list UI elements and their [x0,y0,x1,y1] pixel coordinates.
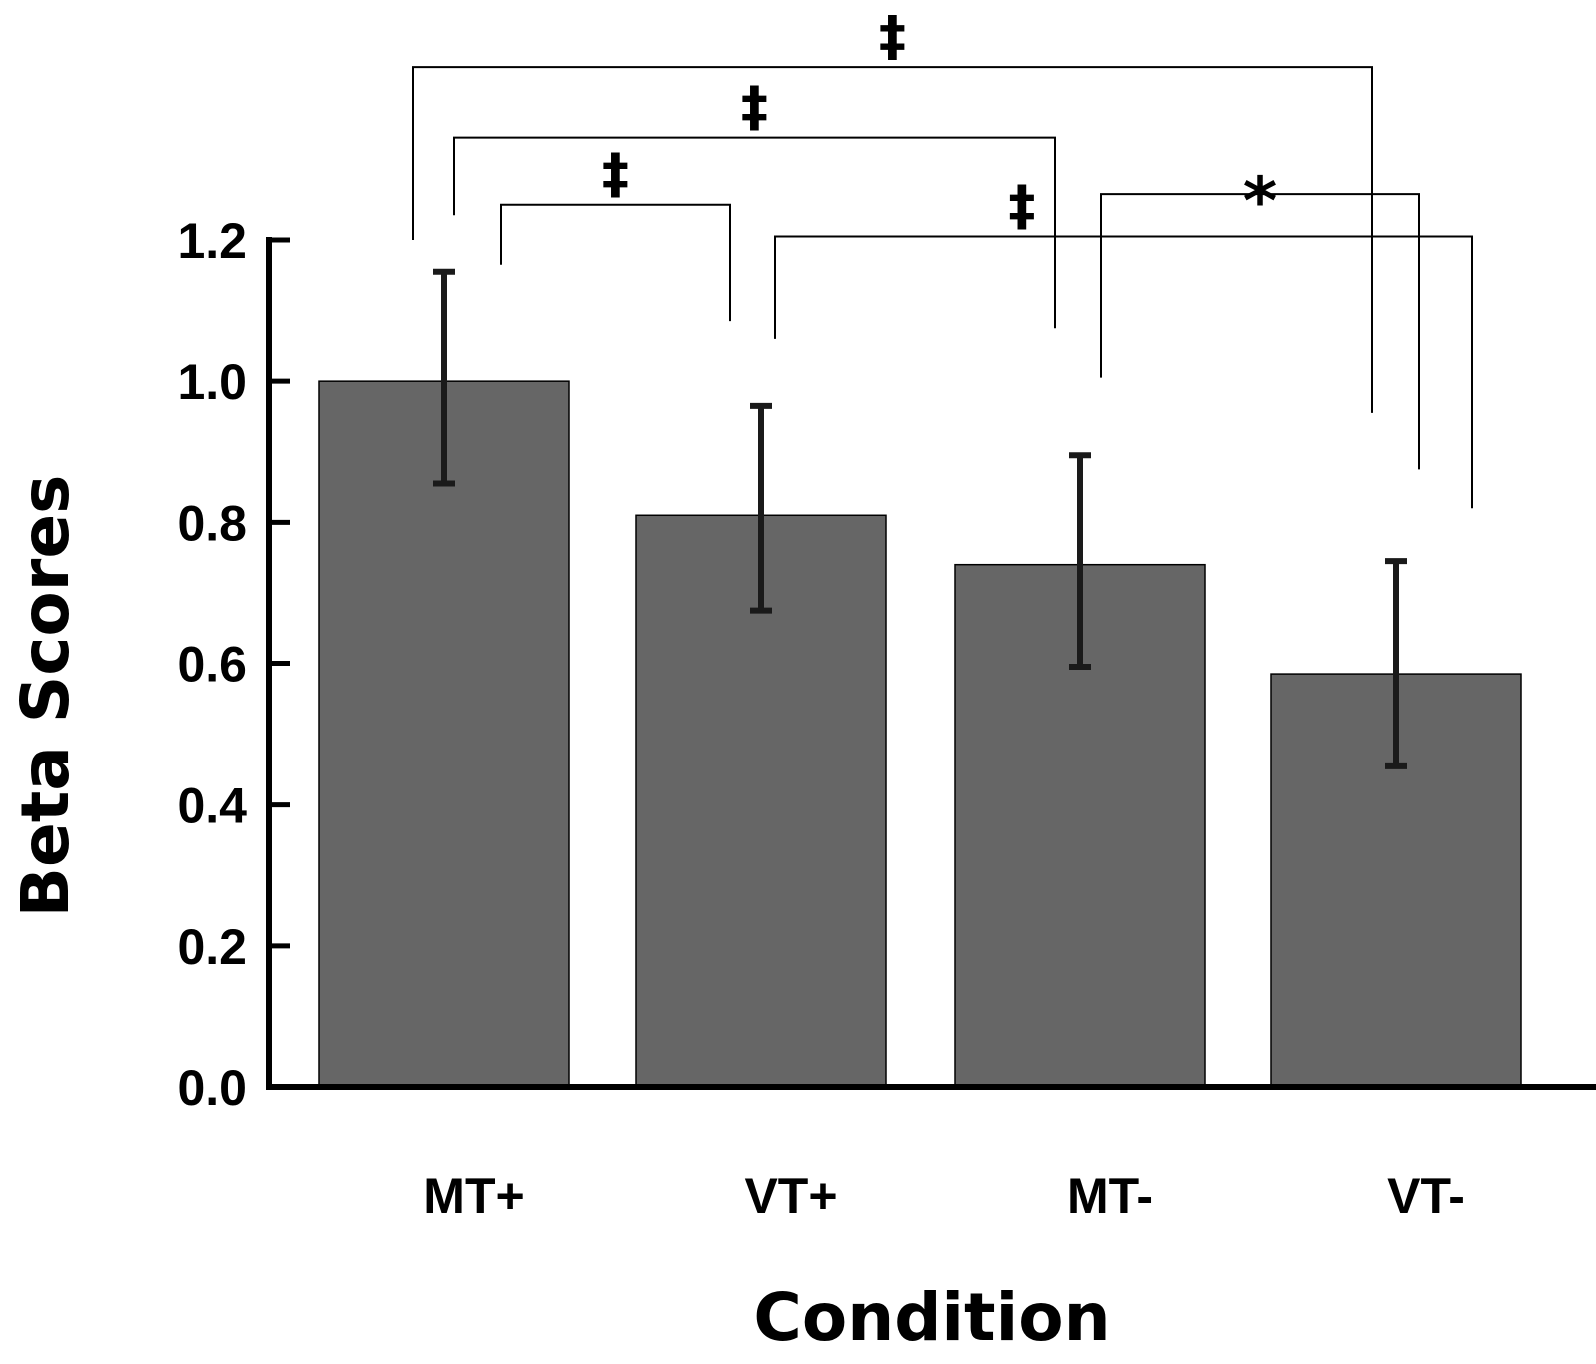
error-bar [433,268,455,487]
bracket-line [453,136,1056,329]
y-ticks-layer: 0.0 0.2 0.4 0.6 0.8 1.0 1.2 [177,213,290,1116]
bars-layer [318,380,1522,1088]
significance-bracket: ‡ [412,5,1373,413]
y-tick-label: 0.8 [177,495,247,551]
y-tick-label: 1.0 [177,354,247,410]
significance-bracket: * [1100,163,1420,470]
bar-mt-plus [318,380,570,1088]
y-tick-label: 0.6 [177,637,247,693]
significance-bracket: ‡ [500,143,731,322]
x-category-label: VT- [1387,1168,1465,1224]
x-category-label: MT+ [423,1168,524,1224]
bracket-line [774,235,1473,509]
y-tick-label: 0.0 [177,1060,247,1116]
bracket-line [412,66,1373,413]
y-axis-title: Beta Scores [7,475,84,918]
bracket-line [500,203,731,322]
category-labels-layer: MT+ VT+ MT- VT- [423,1168,1465,1224]
bracket-line [1100,193,1420,470]
significance-label: ‡ [879,5,906,68]
error-bar [1069,452,1091,671]
significance-label: ‡ [602,143,629,206]
significance-brackets-layer: ‡ ‡ ‡ * ‡ [412,5,1473,509]
error-bars-layer [433,268,1407,769]
x-category-label: VT+ [744,1168,837,1224]
significance-bracket: ‡ [774,174,1473,509]
x-category-label: MT- [1067,1168,1153,1224]
y-tick-label: 0.4 [177,778,247,834]
y-tick-label: 1.2 [177,213,247,269]
significance-label: ‡ [741,76,768,139]
error-bar [1385,558,1407,769]
error-bar [750,402,772,614]
significance-label: ‡ [1009,174,1036,237]
x-axis-title: Condition [753,1279,1110,1356]
significance-bracket: ‡ [453,76,1056,329]
significance-label: * [1243,163,1278,240]
y-tick-label: 0.2 [177,919,247,975]
